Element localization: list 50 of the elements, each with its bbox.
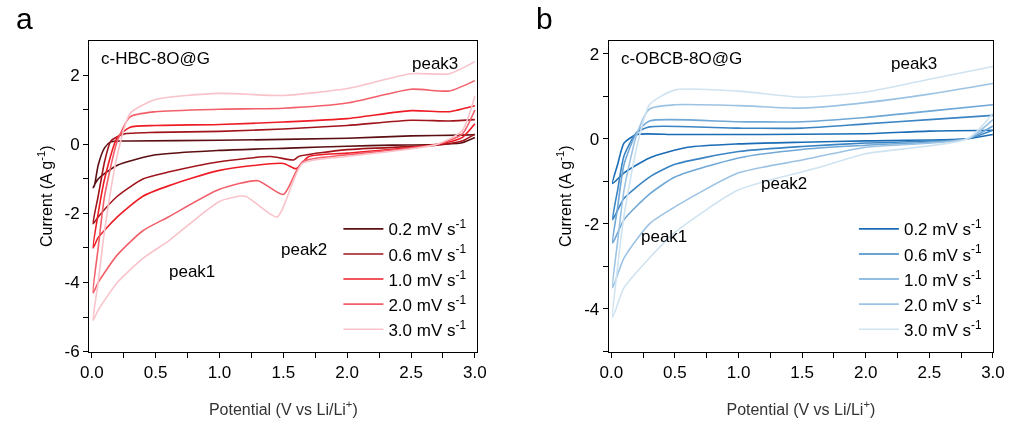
- legend-label: 0.2 mV s$^{-1}$: [388, 217, 467, 240]
- x-tick-label: 0.5: [143, 363, 168, 383]
- y-tick-label: -4: [64, 273, 80, 293]
- annotation: peak2: [281, 240, 328, 259]
- x-tick-label: 1.0: [207, 363, 232, 383]
- y-tick-label: 0: [589, 129, 600, 149]
- legend-label: 0.6 mV s$^{-1}$: [388, 242, 467, 265]
- y-tick-label: -4: [584, 299, 600, 319]
- line-series: [611, 114, 993, 221]
- text: b: [536, 2, 553, 35]
- legend-label: 1.0 mV s$^{-1}$: [903, 267, 982, 290]
- x-axis-title: Potential (V vs Li/Li$^{+}$): [726, 398, 876, 418]
- line-series: [611, 103, 993, 244]
- x-tick-label: 3.0: [463, 363, 487, 383]
- x-axis-title: Potential (V vs Li/Li$^{+}$): [208, 398, 358, 418]
- legend-label: 0.6 mV s$^{-1}$: [903, 242, 982, 265]
- x-tick-label: 2.5: [399, 363, 423, 383]
- x-tick-label: 0.0: [79, 363, 104, 383]
- y-tick-label: -6: [64, 342, 80, 362]
- text: a: [16, 2, 33, 35]
- legend-label: 2.0 mV s$^{-1}$: [903, 292, 982, 315]
- x-tick-label: 3.0: [981, 363, 1005, 383]
- x-tick-label: 0.5: [663, 363, 687, 383]
- annotation: peak1: [641, 227, 688, 246]
- x-tick-label: 1.5: [271, 363, 296, 383]
- annotation: peak3: [412, 54, 459, 73]
- annotation: c-HBC-8O@G: [101, 49, 210, 68]
- x-tick-label: 1.5: [790, 363, 814, 383]
- legend-label: 3.0 mV s$^{-1}$: [388, 317, 467, 340]
- x-tick-label: 1.0: [726, 363, 751, 383]
- annotation: peak3: [891, 54, 938, 73]
- legend-label: 1.0 mV s$^{-1}$: [388, 267, 467, 290]
- annotation: c-OBCB-8O@G: [621, 49, 743, 68]
- legend-label: 3.0 mV s$^{-1}$: [903, 317, 982, 340]
- line-series: [92, 79, 476, 294]
- annotation: peak2: [761, 174, 808, 193]
- y-tick-label: -2: [64, 204, 80, 224]
- line-series: [92, 134, 476, 189]
- x-tick-label: 2.0: [335, 363, 359, 383]
- line-series: [611, 82, 993, 289]
- legend-label: 0.2 mV s$^{-1}$: [903, 217, 982, 240]
- x-tick-label: 2.0: [853, 363, 878, 383]
- x-tick-label: 2.5: [917, 363, 942, 383]
- y-tick-label: -2: [584, 214, 600, 234]
- x-tick-label: 0.0: [599, 363, 624, 383]
- y-tick-label: 0: [70, 135, 80, 155]
- y-tick-label: 2: [70, 66, 80, 86]
- y-tick-label: 2: [589, 44, 600, 64]
- annotation: peak1: [169, 262, 216, 281]
- legend-label: 2.0 mV s$^{-1}$: [388, 292, 467, 315]
